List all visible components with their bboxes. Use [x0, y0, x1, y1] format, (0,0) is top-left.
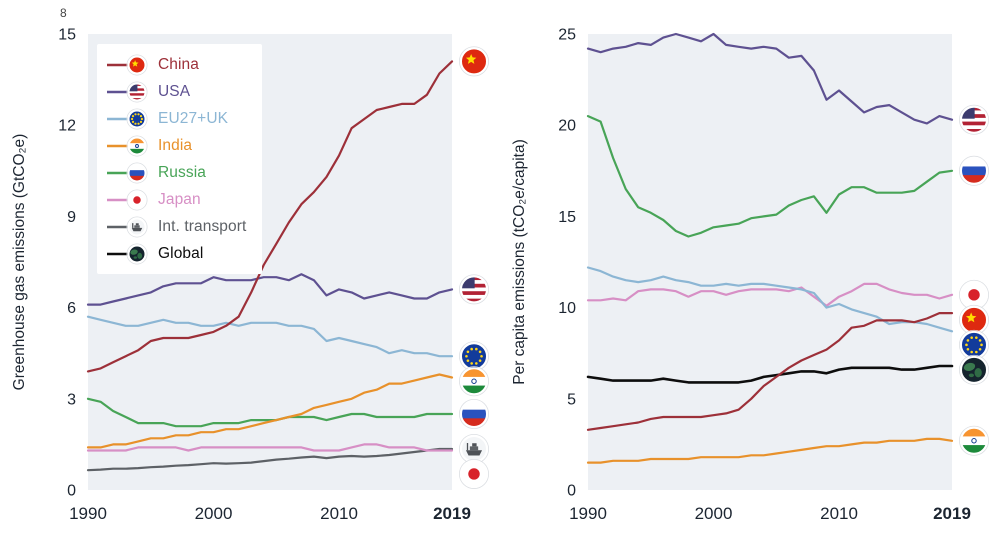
y-tick-label: 0: [67, 483, 76, 500]
legend-label: EU27+UK: [158, 109, 229, 127]
x-tick-label: 2019: [433, 504, 471, 523]
x-tick-label: 1990: [69, 504, 107, 523]
russia-flag-icon: [458, 398, 489, 429]
legend-swatch: [107, 161, 148, 184]
legend-swatch: [107, 53, 148, 76]
x-tick-label: 2019: [933, 504, 971, 523]
chart-total-emissions: 0 3 6 9 12 15 Greenhouse gas emissions (GtCO₂e…: [11, 27, 489, 523]
usa-flag-icon: [126, 80, 148, 103]
series-line-russia: [586, 114, 954, 238]
russia-flag-icon: [126, 161, 148, 184]
y-tick-label: 0: [567, 483, 576, 500]
series-line-usa: [86, 273, 454, 306]
x-tick-label: 2000: [195, 504, 233, 523]
legend-item-china: China: [105, 51, 246, 78]
legend-swatch: [107, 188, 148, 211]
series-line-japan: [586, 282, 954, 307]
series-line-russia: [86, 397, 454, 428]
ship-flag-icon: [126, 215, 148, 238]
legend-item-india: India: [105, 132, 246, 159]
ship-flag-icon: [458, 433, 489, 464]
x-tick-label: 2010: [820, 504, 858, 523]
legend-label: USA: [158, 82, 191, 100]
legend-label: Japan: [158, 190, 201, 208]
y-tick-label: 15: [558, 209, 576, 226]
india-flag-icon: [126, 134, 148, 157]
china-flag-icon: [458, 46, 489, 77]
legend-label: China: [158, 55, 199, 73]
china-flag-icon: [958, 304, 989, 335]
series-line-china: [586, 312, 954, 431]
eu-flag-icon: [958, 329, 989, 360]
series-line-japan: [86, 443, 454, 452]
series-line-usa: [586, 32, 954, 125]
japan-flag-icon: [458, 458, 489, 489]
legend-swatch: [107, 107, 148, 130]
india-flag-icon: [458, 366, 489, 397]
legend-item-global: Global: [105, 240, 246, 267]
legend-swatch: [107, 134, 148, 157]
series-line-eu27-uk: [86, 315, 454, 358]
series-line-global: [586, 364, 954, 384]
legend-swatch: [107, 215, 148, 238]
series-line-int-transport: [86, 447, 454, 472]
x-tick-label: 2010: [320, 504, 358, 523]
y-tick-label: 25: [558, 27, 576, 44]
legend-item-japan: Japan: [105, 186, 246, 213]
y-tick-label: 9: [67, 209, 76, 226]
globe-flag-icon: [126, 242, 148, 265]
y-axis-title: Per capita emissions (tCO₂e/capita): [511, 139, 528, 385]
percapita-emissions-plot: 0 5 10 15 20 25 Per capita emissions (tCO₂e/ca…: [511, 27, 989, 523]
legend-item-usa: USA: [105, 78, 246, 105]
y-tick-label: 15: [58, 27, 76, 44]
usa-flag-icon: [958, 104, 989, 135]
chart-legend: China USA EU27+UK India: [97, 44, 263, 274]
stray-top-left-text: 8: [60, 6, 67, 20]
series-line-china: [86, 60, 454, 373]
eu-flag-icon: [126, 107, 148, 130]
x-tick-label: 1990: [569, 504, 607, 523]
legend-item-int-transport: Int. transport: [105, 213, 246, 240]
russia-flag-icon: [958, 155, 989, 186]
series-line-india: [586, 437, 954, 464]
y-tick-label: 12: [58, 118, 76, 135]
india-flag-icon: [958, 425, 989, 456]
legend-item-russia: Russia: [105, 159, 246, 186]
legend-label: Russia: [158, 163, 206, 181]
legend-swatch: [107, 80, 148, 103]
x-tick-label: 2000: [695, 504, 733, 523]
legend-item-eu27-uk: EU27+UK: [105, 105, 246, 132]
globe-flag-icon: [958, 354, 989, 385]
y-tick-label: 6: [67, 300, 76, 317]
y-tick-label: 20: [558, 118, 576, 135]
y-tick-label: 3: [67, 391, 76, 408]
series-line-india: [86, 373, 454, 449]
series-line-eu27-uk: [586, 266, 954, 333]
legend-label: Int. transport: [158, 217, 247, 235]
chart-percapita-emissions: 0 5 10 15 20 25 Per capita emissions (tCO₂e/ca…: [500, 0, 1000, 558]
y-tick-label: 5: [567, 391, 576, 408]
y-tick-label: 10: [558, 300, 576, 317]
legend-label: India: [158, 136, 193, 154]
usa-flag-icon: [458, 274, 489, 305]
legend-swatch: [107, 242, 148, 265]
legend-label: Global: [158, 244, 204, 262]
plot-area: [588, 34, 952, 490]
y-axis-title: Greenhouse gas emissions (GtCO₂e): [11, 134, 28, 391]
japan-flag-icon: [126, 188, 148, 211]
china-flag-icon: [126, 53, 148, 76]
